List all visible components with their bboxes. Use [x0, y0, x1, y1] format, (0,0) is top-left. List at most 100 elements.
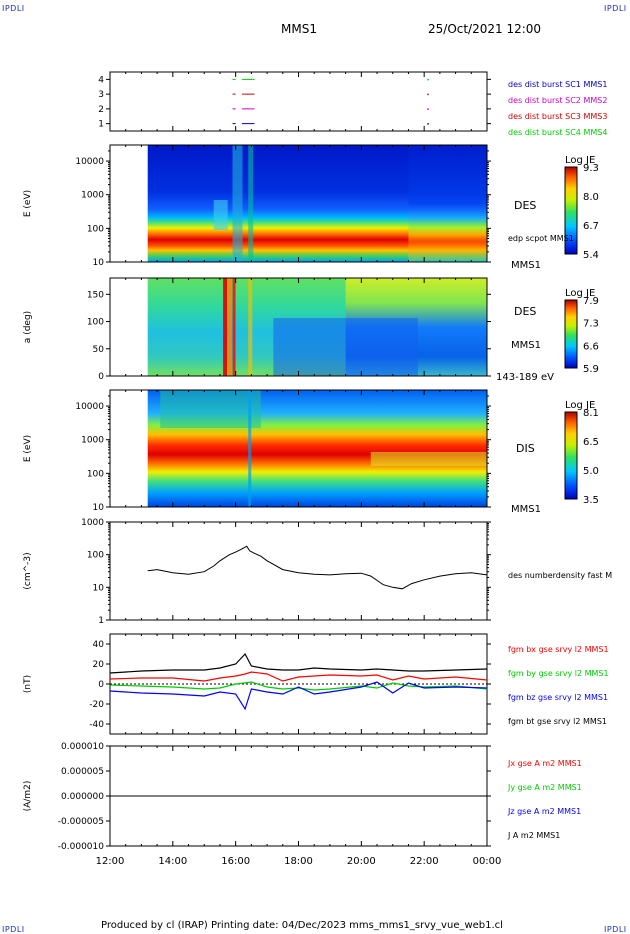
corner-label-bottom-left: IPDLI: [2, 925, 25, 934]
colorbar-tick-label: 5.4: [583, 250, 599, 261]
colorbar-tick-label: 6.6: [583, 341, 599, 352]
spectrogram-stripe: [227, 278, 232, 376]
spectrogram-stripe: [248, 278, 253, 376]
spectrogram-patch: [370, 452, 487, 466]
spectrogram-stripe: [248, 390, 252, 507]
field-line: [109, 681, 488, 691]
x-tick-label: 16:00: [221, 856, 250, 867]
y-tick-label: 100: [87, 224, 104, 234]
colorbar-tick-label: 3.5: [583, 495, 599, 506]
y-tick-label: -0.000005: [58, 817, 104, 827]
burst-marker: [427, 93, 429, 96]
y-tick-label: -0.000010: [58, 842, 104, 852]
y-tick-label: 150: [87, 290, 104, 300]
colorbar: [564, 411, 578, 500]
colorbar-title: Log JE: [565, 400, 595, 411]
y-tick-label: 1000: [81, 191, 104, 201]
y-tick-label: 100: [87, 469, 104, 479]
colorbar-tick-label: 7.9: [583, 296, 599, 307]
panel-label-mms1: MMS1: [511, 260, 541, 271]
y-tick-label: 0: [98, 372, 104, 382]
x-tick-label: 14:00: [158, 856, 187, 867]
corner-label-bottom-right: IPDLI: [604, 925, 627, 934]
panel-label-energy-range: 143-189 eV: [496, 372, 554, 383]
y-axis-label: E (eV): [23, 190, 33, 217]
y-axis-label: (cm^-3): [23, 552, 33, 589]
panel-label-scpot: edp scpot MMS1: [508, 234, 574, 243]
y-tick-label: 0.000000: [61, 792, 104, 802]
burst-marker: [427, 123, 429, 125]
legend-entry: Jy gse A m2 MMS1: [507, 783, 582, 792]
x-tick-label: 20:00: [347, 856, 376, 867]
colorbar-tick-label: 8.1: [583, 408, 599, 419]
y-tick-label: -40: [89, 720, 104, 730]
spacecraft-title: MMS1: [281, 22, 317, 36]
corner-label-top-left: IPDLI: [2, 4, 25, 13]
y-tick-label: 10000: [75, 402, 104, 412]
panel-label-mms1: MMS1: [511, 504, 541, 515]
colorbar-tick-label: 6.5: [583, 437, 599, 448]
spectrogram-stripe: [232, 278, 236, 376]
panel-label-mms1: MMS1: [511, 340, 541, 351]
corner-label-top-right: IPDLI: [604, 4, 627, 13]
legend-entry: fgm by gse srvy l2 MMS1: [508, 669, 609, 678]
y-axis-label: a (deg): [23, 311, 33, 343]
y-tick-label: 10: [93, 583, 105, 593]
date-title: 25/Oct/2021 12:00: [428, 22, 542, 36]
y-tick-label: 100: [87, 551, 104, 561]
y-tick-label: 1: [98, 616, 104, 626]
y-tick-label: 3: [98, 90, 104, 100]
legend-entry: des numberdensity fast M: [508, 571, 612, 580]
colorbar-tick-label: 5.0: [583, 466, 599, 477]
x-tick-label: 18:00: [284, 856, 313, 867]
legend-entry: J A m2 MMS1: [507, 831, 560, 840]
spectrogram-stripe: [232, 145, 243, 262]
colorbar-title: Log JE: [565, 155, 595, 166]
y-tick-label: 0.000005: [61, 767, 104, 777]
spectrogram-stripe: [223, 278, 228, 376]
y-tick-label: 40: [93, 640, 105, 650]
x-tick-label: 00:00: [473, 856, 502, 867]
y-tick-label: 1000: [81, 518, 104, 528]
colorbar-tick-label: 5.9: [583, 364, 599, 375]
y-tick-label: 2: [98, 105, 104, 115]
colorbar-title: Log JE: [565, 288, 595, 299]
legend-entry: fgm bt gse srvy l2 MMS1: [508, 717, 607, 726]
footer-credit: Produced by cl (IRAP) Printing date: 04/…: [101, 920, 503, 931]
legend-entry: Jz gse A m2 MMS1: [507, 807, 581, 816]
colorbar-tick-label: 9.3: [583, 163, 599, 174]
y-tick-label: 4: [98, 75, 104, 85]
colorbar-tick-label: 8.0: [583, 192, 599, 203]
legend-entry: des dist burst SC2 MMS2: [508, 96, 607, 105]
y-tick-label: 20: [93, 660, 105, 670]
field-line: [109, 652, 488, 674]
legend-entry: fgm bz gse srvy l2 MMS1: [508, 693, 608, 702]
colorbar-tick-label: 6.7: [583, 221, 599, 232]
legend-entry: des dist burst SC3 MMS3: [508, 112, 607, 121]
y-tick-label: 10: [93, 258, 105, 268]
y-tick-label: 1: [98, 120, 104, 130]
x-tick-label: 12:00: [96, 856, 125, 867]
spectrogram-patch: [160, 390, 261, 428]
spectrogram-stripe: [248, 145, 254, 262]
y-tick-label: 100: [87, 318, 104, 328]
y-tick-label: -20: [89, 700, 104, 710]
y-tick-label: 1000: [81, 436, 104, 446]
legend-entry: fgm bx gse srvy l2 MMS1: [508, 645, 609, 654]
panel-label-dis: DIS: [516, 442, 535, 455]
colorbar-tick-label: 7.3: [583, 319, 599, 330]
x-tick-label: 22:00: [410, 856, 439, 867]
density-line: [147, 545, 488, 590]
panel-frame: [109, 71, 488, 132]
burst-marker: [427, 78, 429, 81]
y-axis-label: (A/m2): [23, 781, 33, 812]
y-axis-label: (nT): [23, 675, 33, 693]
burst-marker: [427, 108, 429, 110]
panel-label-des-pitch: DES: [514, 305, 536, 318]
colorbar: [564, 299, 578, 369]
panel-label-des-energy: DES: [514, 199, 536, 212]
y-tick-label: 10: [93, 503, 105, 513]
legend-entry: Jx gse A m2 MMS1: [507, 759, 582, 768]
legend-entry: des dist burst SC1 MMS1: [508, 80, 607, 89]
spectrogram-patch: [213, 200, 228, 230]
